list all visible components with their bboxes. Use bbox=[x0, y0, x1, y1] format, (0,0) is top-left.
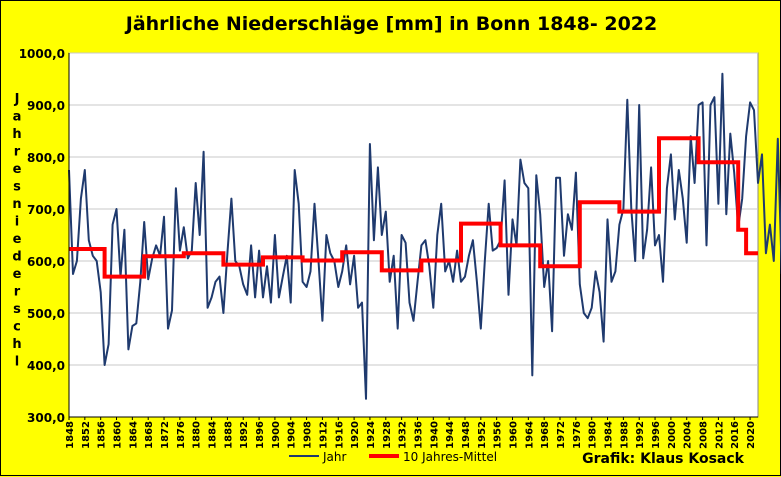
x-tick-label: 1928 bbox=[382, 421, 393, 449]
y-axis-label-char: s bbox=[13, 180, 21, 195]
chart-credit: Grafik: Klaus Kosack bbox=[582, 451, 744, 467]
x-tick-label: 2016 bbox=[730, 421, 741, 449]
y-tick-label: 600,0 bbox=[27, 255, 65, 269]
x-tick-label: 1952 bbox=[477, 421, 488, 449]
x-tick-label: 1856 bbox=[97, 421, 108, 449]
x-tick-label: 1932 bbox=[398, 421, 409, 449]
x-tick-label: 1848 bbox=[65, 421, 76, 449]
y-axis-label-char: l bbox=[15, 355, 19, 370]
x-tick-label: 2000 bbox=[667, 421, 678, 449]
series-line-jahr bbox=[68, 72, 781, 400]
x-tick-label: 1968 bbox=[540, 421, 551, 449]
y-axis-label-char: h bbox=[12, 337, 21, 352]
x-tick-label: 1960 bbox=[508, 421, 519, 449]
x-tick-label: 2008 bbox=[699, 421, 710, 449]
y-tick-label: 700,0 bbox=[27, 203, 65, 217]
legend: Jahr 10 Jahres-Mittel bbox=[289, 450, 497, 464]
x-tick-label: 1888 bbox=[223, 421, 234, 449]
x-tick-label: 1976 bbox=[572, 421, 583, 449]
y-axis-label-char: h bbox=[12, 127, 21, 142]
x-tick-label: 1916 bbox=[334, 421, 345, 449]
x-tick-label: 1912 bbox=[318, 421, 329, 449]
x-tick-label: 1956 bbox=[493, 421, 504, 449]
x-tick-label: 1988 bbox=[619, 421, 630, 449]
x-tick-label: 1896 bbox=[255, 421, 266, 449]
y-tick-label: 400,0 bbox=[27, 359, 65, 373]
x-tick-label: 1944 bbox=[445, 421, 456, 449]
chart-title: Jährliche Niederschläge [mm] in Bonn 184… bbox=[125, 13, 658, 35]
x-tick-label: 1868 bbox=[144, 421, 155, 449]
legend-label-jahr: Jahr bbox=[322, 450, 346, 464]
x-tick-label: 1980 bbox=[588, 421, 599, 449]
x-tick-label: 1984 bbox=[604, 421, 615, 449]
y-tick-label: 800,0 bbox=[27, 151, 65, 165]
y-axis-label-char: i bbox=[15, 215, 19, 230]
x-tick-label: 1972 bbox=[556, 421, 567, 449]
x-tick-label: 1992 bbox=[635, 421, 646, 449]
x-tick-label: 1996 bbox=[651, 421, 662, 449]
y-axis-label-char: e bbox=[13, 162, 22, 177]
x-tick-label: 2004 bbox=[683, 421, 694, 449]
x-tick-label: 1892 bbox=[239, 421, 250, 449]
y-axis-label-char: r bbox=[14, 145, 21, 160]
y-axis-label-char: s bbox=[13, 302, 21, 317]
x-tick-label: 2020 bbox=[746, 421, 757, 449]
y-axis-label-char: J bbox=[14, 92, 20, 107]
x-tick-label: 1936 bbox=[413, 421, 424, 449]
x-tick-label: 1864 bbox=[128, 421, 139, 449]
x-tick-label: 1876 bbox=[176, 421, 187, 449]
x-tick-label: 1940 bbox=[429, 421, 440, 449]
y-tick-label: 300,0 bbox=[27, 411, 65, 425]
x-tick-label: 1948 bbox=[461, 421, 472, 449]
x-tick-label: 1852 bbox=[81, 421, 92, 449]
y-tick-label: 500,0 bbox=[27, 307, 65, 321]
x-tick-label: 1900 bbox=[271, 421, 282, 449]
y-axis-label-char: e bbox=[13, 267, 22, 282]
y-tick-label: 900,0 bbox=[27, 99, 65, 113]
x-tick-label: 1860 bbox=[113, 421, 124, 449]
y-axis-label-char: d bbox=[12, 250, 21, 265]
x-tick-label: 1964 bbox=[524, 421, 535, 449]
x-tick-label: 1872 bbox=[160, 421, 171, 449]
y-tick-label: 1000,0 bbox=[19, 47, 65, 61]
y-axis-label-char: a bbox=[13, 110, 22, 125]
x-tick-label: 1908 bbox=[303, 421, 314, 449]
series-line-10-jahres-mittel bbox=[69, 136, 758, 279]
y-axis-label-char: r bbox=[14, 285, 21, 300]
y-axis-label-char: e bbox=[13, 232, 22, 247]
y-axis-label-char: n bbox=[12, 197, 21, 212]
x-tick-label: 1884 bbox=[208, 421, 219, 449]
x-tick-label: 2012 bbox=[714, 421, 725, 449]
x-tick-label: 1920 bbox=[350, 421, 361, 449]
x-tick-label: 1924 bbox=[366, 421, 377, 449]
legend-label-mittel: 10 Jahres-Mittel bbox=[403, 450, 497, 464]
x-tick-label: 1904 bbox=[287, 421, 298, 449]
x-tick-label: 1880 bbox=[192, 421, 203, 449]
y-axis-label-char: c bbox=[13, 320, 21, 335]
